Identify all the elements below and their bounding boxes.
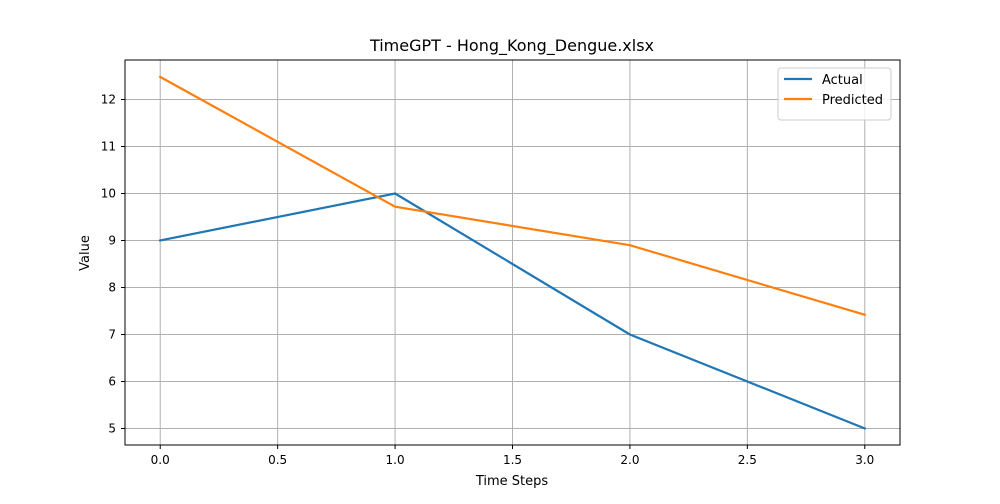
legend-label-actual: Actual [822,73,863,88]
legend-label-predicted: Predicted [822,93,883,108]
y-tick-label: 10 [101,187,116,201]
y-tick-label: 7 [108,328,116,342]
series-layer [158,75,867,430]
chart-title: TimeGPT - Hong_Kong_Dengue.xlsx [369,36,654,56]
y-tick-label: 11 [101,139,116,153]
y-tick-label: 5 [108,422,116,436]
legend: Actual Predicted [777,67,892,121]
ticks: 0.0 0.5 1.0 1.5 2.0 2.5 3.0 5 6 7 8 9 10 11 12 [101,92,875,467]
x-tick-label: 2.5 [738,453,757,467]
y-tick-label: 6 [108,375,116,389]
y-tick-label: 12 [101,92,116,106]
x-tick-label: 0.0 [151,453,170,467]
legend-box [777,67,892,121]
x-tick-label: 1.0 [386,453,405,467]
series-line-predicted [158,75,867,317]
x-tick-label: 2.0 [620,453,639,467]
y-tick-label: 8 [108,281,116,295]
series-line-actual [158,192,867,430]
y-axis-label: Value [78,235,93,271]
x-tick-label: 3.0 [855,453,874,467]
x-tick-label: 1.5 [503,453,522,467]
x-tick-label: 0.5 [268,453,287,467]
y-tick-label: 9 [108,234,116,248]
x-axis-label: Time Steps [475,474,549,489]
